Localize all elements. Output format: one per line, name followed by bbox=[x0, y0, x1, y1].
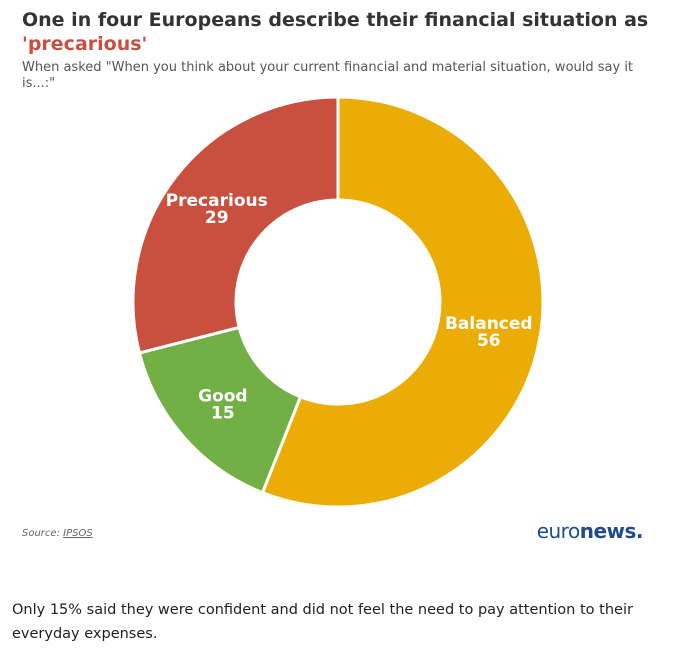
label-balanced: Balanced bbox=[445, 314, 533, 334]
slice-precarious[interactable] bbox=[131, 95, 340, 355]
title-quote-open: ' bbox=[22, 33, 28, 55]
title-highlight: precarious bbox=[27, 33, 142, 55]
label-precarious: Precarious bbox=[166, 191, 268, 211]
logo-dot: . bbox=[635, 519, 644, 543]
value-good: 15 bbox=[211, 404, 235, 424]
source-link[interactable]: IPSOS bbox=[63, 528, 93, 539]
value-precarious: 29 bbox=[205, 208, 229, 228]
chart-subtitle: When asked "When you think about your cu… bbox=[22, 60, 634, 91]
label-good: Good bbox=[198, 387, 247, 407]
source-note: Source: IPSOS bbox=[22, 528, 93, 539]
slice-good[interactable] bbox=[137, 325, 302, 495]
title-lead: One in four Europeans describe their fin… bbox=[22, 9, 649, 31]
logo-bold: news bbox=[579, 519, 637, 543]
source-label: Source: bbox=[22, 528, 60, 539]
title-quote-close: ' bbox=[141, 33, 148, 55]
chart-title: One in four Europeans describe their fin… bbox=[22, 8, 662, 56]
slice-balanced[interactable] bbox=[261, 95, 545, 509]
value-balanced: 56 bbox=[477, 331, 501, 351]
title-highlight-group: 'precarious' bbox=[22, 33, 147, 55]
donut-slices bbox=[131, 95, 545, 509]
article-caption: Only 15% said they were confident and di… bbox=[12, 602, 633, 642]
euronews-logo: euronews. bbox=[536, 519, 644, 543]
logo-regular: euro bbox=[536, 519, 581, 543]
